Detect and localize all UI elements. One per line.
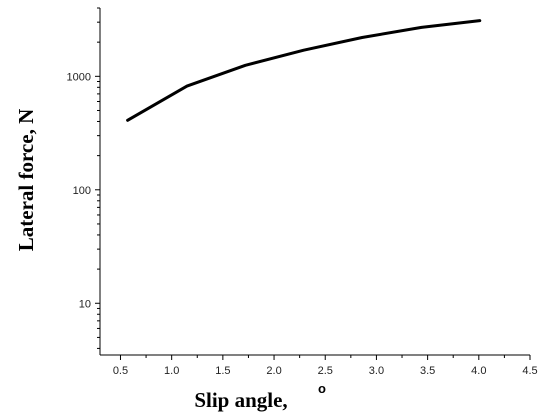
x-tick-label: 0.5 (113, 365, 128, 377)
x-tick-label: 4.0 (471, 365, 486, 377)
y-tick-label: 100 (73, 185, 91, 197)
y-axis-title: Lateral force, N (14, 109, 38, 251)
x-axis-title: Slip angle, (194, 388, 287, 412)
x-axis-ticks: 0.5 1.0 1.5 2.0 2.5 3.0 3.5 4.0 4.5 (113, 355, 538, 377)
x-tick-label: 1.5 (215, 365, 230, 377)
x-tick-label: 3.5 (420, 365, 435, 377)
x-tick-label: 2.5 (318, 365, 333, 377)
y-axis-ticks: 10 100 1000 (67, 7, 100, 349)
x-tick-label: 1.0 (164, 365, 179, 377)
axes (99, 8, 530, 356)
x-axis-title-unit: o (318, 381, 326, 396)
y-tick-label: 1000 (67, 71, 91, 83)
series-line (126, 19, 482, 122)
x-tick-label: 3.0 (369, 365, 384, 377)
x-tick-label: 4.5 (522, 365, 537, 377)
y-tick-label: 10 (79, 298, 91, 310)
x-tick-label: 2.0 (266, 365, 281, 377)
